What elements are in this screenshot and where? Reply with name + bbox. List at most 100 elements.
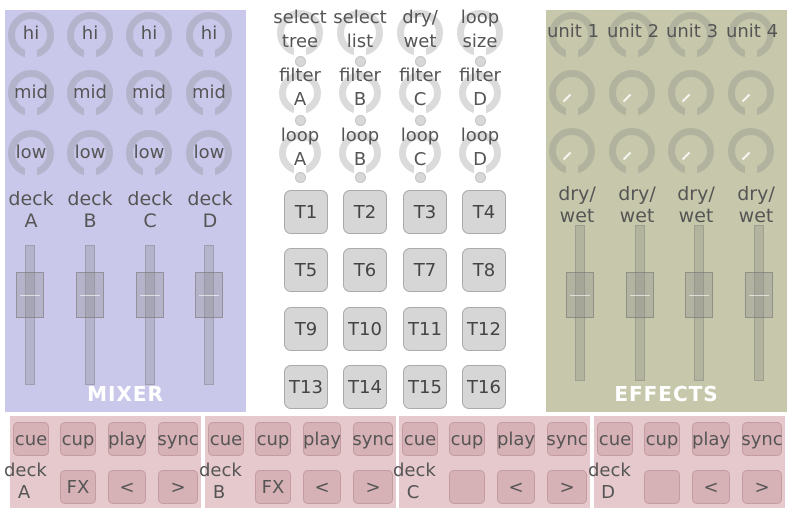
prev-button[interactable]: <	[497, 470, 535, 504]
cue-button[interactable]: cue	[597, 422, 633, 456]
mixer-low-knob-a[interactable]	[8, 130, 54, 178]
mixer-fader-track-a[interactable]	[25, 245, 35, 385]
cup-button[interactable]: cup	[255, 422, 291, 456]
mixer-mid-knob-c[interactable]	[126, 70, 172, 118]
prev-button[interactable]: <	[692, 470, 730, 504]
effect-fader-track-3[interactable]	[694, 225, 704, 381]
mixer-mid-knob-d[interactable]	[186, 70, 232, 118]
effect-fader-handle-4[interactable]	[745, 272, 773, 318]
pad-button[interactable]: T13	[284, 365, 328, 409]
effect-unit-2-knob[interactable]	[609, 12, 655, 60]
mixer-deck-label-b: deck B	[60, 188, 120, 232]
pad-button[interactable]: T16	[462, 365, 506, 409]
effect-unit-4-knob[interactable]	[728, 12, 774, 60]
sync-button[interactable]: sync	[546, 422, 588, 456]
filter-a-knob[interactable]	[279, 72, 321, 116]
pad-button[interactable]: T6	[343, 248, 387, 292]
play-button[interactable]: play	[692, 422, 730, 456]
prev-button[interactable]: <	[303, 470, 341, 504]
effect-param-knob[interactable]	[609, 70, 655, 118]
mixer-low-knob-d[interactable]	[186, 130, 232, 178]
mixer-low-knob-c[interactable]	[126, 130, 172, 178]
prev-button[interactable]: <	[108, 470, 146, 504]
cup-button[interactable]: cup	[60, 422, 96, 456]
mixer-fader-track-c[interactable]	[145, 245, 155, 385]
deck-b-label-line1: deck	[199, 460, 242, 481]
play-button[interactable]: play	[497, 422, 535, 456]
effect-fader-track-1[interactable]	[575, 225, 585, 381]
sync-button[interactable]: sync	[352, 422, 394, 456]
pad-button[interactable]: T14	[343, 365, 387, 409]
effect-unit-3-knob[interactable]	[668, 12, 714, 60]
cup-button[interactable]: cup	[449, 422, 485, 456]
pad-button[interactable]: T2	[343, 190, 387, 234]
next-button[interactable]: >	[742, 470, 782, 504]
pad-button[interactable]: T4	[462, 190, 506, 234]
mixer-mid-knob-a[interactable]	[8, 70, 54, 118]
cue-button[interactable]: cue	[13, 422, 49, 456]
mixer-mid-knob-b[interactable]	[67, 70, 113, 118]
effect-param-knob[interactable]	[668, 128, 714, 176]
pad-button[interactable]: T5	[284, 248, 328, 292]
filter-d-knob[interactable]	[459, 72, 501, 116]
mixer-fader-track-d[interactable]	[204, 245, 214, 385]
effect-fader-handle-3[interactable]	[685, 272, 713, 318]
mixer-hi-knob-b[interactable]	[67, 12, 113, 60]
effect-param-knob[interactable]	[549, 70, 595, 118]
mixer-hi-knob-d[interactable]	[186, 12, 232, 60]
mixer-fader-handle-b[interactable]	[76, 272, 104, 318]
effect-fader-track-4[interactable]	[754, 225, 764, 381]
select-list-knob[interactable]	[337, 10, 383, 58]
pad-button[interactable]: T12	[462, 307, 506, 351]
pad-button[interactable]: T9	[284, 307, 328, 351]
mixer-low-label-b: low	[74, 142, 106, 163]
mixer-fader-track-b[interactable]	[85, 245, 95, 385]
deck-a-label-line1: deck	[4, 460, 47, 481]
filter-b-knob[interactable]	[339, 72, 381, 116]
fx-button[interactable]	[449, 470, 485, 504]
pad-button[interactable]: T7	[403, 248, 447, 292]
play-button[interactable]: play	[108, 422, 146, 456]
mixer-fader-handle-d[interactable]	[195, 272, 223, 318]
pad-button[interactable]: T11	[403, 307, 447, 351]
pad-button[interactable]: T15	[403, 365, 447, 409]
effect-param-knob[interactable]	[549, 128, 595, 176]
dry-wet-knob[interactable]	[397, 10, 443, 58]
sync-button[interactable]: sync	[741, 422, 783, 456]
mixer-fader-handle-c[interactable]	[136, 272, 164, 318]
pad-button[interactable]: T3	[403, 190, 447, 234]
loop-a-knob[interactable]	[279, 132, 321, 176]
pad-button[interactable]: T10	[343, 307, 387, 351]
loop-c-knob[interactable]	[399, 132, 441, 176]
mixer-fader-handle-a[interactable]	[16, 272, 44, 318]
effect-unit-1-knob[interactable]	[549, 12, 595, 60]
loop-b-knob[interactable]	[339, 132, 381, 176]
cup-button[interactable]: cup	[644, 422, 680, 456]
mixer-hi-knob-c[interactable]	[126, 12, 172, 60]
effect-fader-track-2[interactable]	[635, 225, 645, 381]
next-button[interactable]: >	[547, 470, 587, 504]
mixer-hi-knob-a[interactable]	[8, 12, 54, 60]
effect-fader-handle-2[interactable]	[626, 272, 654, 318]
play-button[interactable]: play	[303, 422, 341, 456]
next-button[interactable]: >	[158, 470, 198, 504]
cue-button[interactable]: cue	[402, 422, 438, 456]
pad-button[interactable]: T1	[284, 190, 328, 234]
loop-size-knob[interactable]	[457, 10, 503, 58]
mixer-low-knob-b[interactable]	[67, 130, 113, 178]
effect-param-knob[interactable]	[728, 70, 774, 118]
fx-button[interactable]: FX	[255, 470, 291, 504]
fx-button[interactable]: FX	[60, 470, 96, 504]
fx-button[interactable]	[644, 470, 680, 504]
next-button[interactable]: >	[353, 470, 393, 504]
filter-c-knob[interactable]	[399, 72, 441, 116]
select-tree-knob[interactable]	[277, 10, 323, 58]
sync-button[interactable]: sync	[157, 422, 199, 456]
effect-param-knob[interactable]	[668, 70, 714, 118]
effect-param-knob[interactable]	[609, 128, 655, 176]
pad-button[interactable]: T8	[462, 248, 506, 292]
cue-button[interactable]: cue	[208, 422, 244, 456]
effect-param-knob[interactable]	[728, 128, 774, 176]
effect-fader-handle-1[interactable]	[566, 272, 594, 318]
loop-d-knob[interactable]	[459, 132, 501, 176]
